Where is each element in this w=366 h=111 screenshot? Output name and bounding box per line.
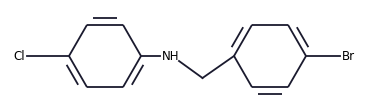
Text: NH: NH — [162, 50, 180, 62]
Text: Br: Br — [342, 50, 355, 62]
Text: Cl: Cl — [14, 50, 25, 62]
